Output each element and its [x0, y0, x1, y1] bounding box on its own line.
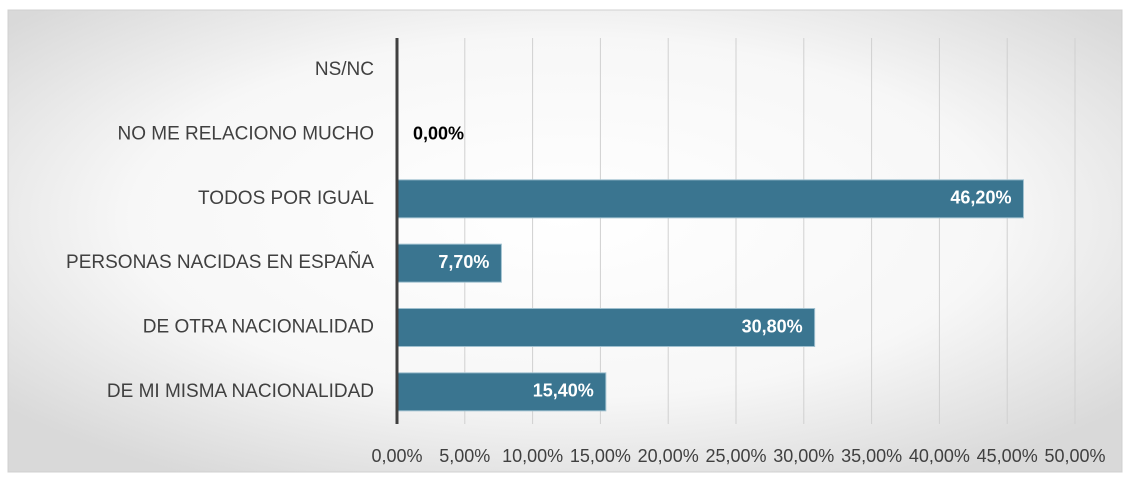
x-tick-label: 30,00% [773, 446, 834, 466]
x-tick-label: 45,00% [977, 446, 1038, 466]
x-tick-label: 0,00% [371, 446, 422, 466]
value-label: 46,20% [950, 188, 1011, 208]
y-tick-label: NS/NC [315, 59, 374, 80]
x-tick-label: 35,00% [841, 446, 902, 466]
y-tick-label: DE OTRA NACIONALIDAD [143, 317, 374, 338]
x-tick-label: 5,00% [439, 446, 490, 466]
x-tick-label: 50,00% [1044, 446, 1105, 466]
x-tick-label: 40,00% [909, 446, 970, 466]
y-tick-label: DE MI MISMA NACIONALIDAD [107, 381, 374, 402]
value-label: 15,40% [533, 381, 594, 401]
x-tick-label: 25,00% [705, 446, 766, 466]
bar [396, 179, 1024, 219]
x-tick-label: 15,00% [570, 446, 631, 466]
y-tick-label: PERSONAS NACIDAS EN ESPAÑA [66, 251, 374, 273]
value-label: 0,00% [413, 123, 464, 143]
value-label: 7,70% [438, 252, 489, 272]
y-tick-label: TODOS POR IGUAL [198, 188, 374, 209]
x-tick-label: 10,00% [502, 446, 563, 466]
value-label: 30,80% [742, 316, 803, 336]
x-tick-label: 20,00% [638, 446, 699, 466]
y-tick-label: NO ME RELACIONO MUCHO [117, 124, 374, 145]
